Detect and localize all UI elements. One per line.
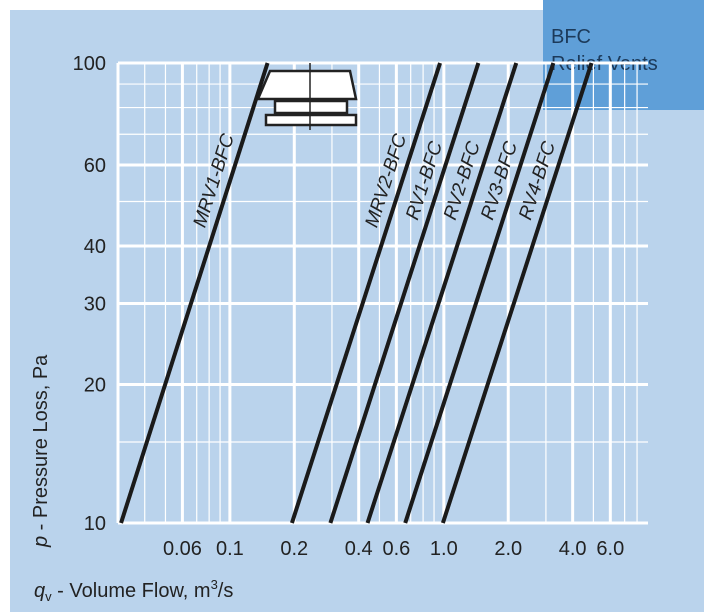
series-line <box>440 62 594 524</box>
relief-vent-icon <box>256 63 358 130</box>
series-line <box>403 62 556 524</box>
x-tick-label: 0.4 <box>345 538 373 560</box>
x-tick-label: 0.1 <box>216 538 244 560</box>
y-axis-symbol: p <box>30 536 52 548</box>
chart-title-line-1: BFC <box>551 26 591 48</box>
y-tick-label: 100 <box>73 53 106 75</box>
x-axis-label: qv - Volume Flow, m3/s <box>34 577 233 604</box>
y-axis-label: p - Pressure Loss, Pa <box>30 354 52 548</box>
y-axis-text: - Pressure Loss, Pa <box>30 354 52 536</box>
y-tick-label: 20 <box>84 375 106 397</box>
x-tick-label: 2.0 <box>494 538 522 560</box>
series-line <box>328 62 481 524</box>
y-tick-label: 30 <box>84 294 106 316</box>
series-line <box>119 62 270 524</box>
y-tick-label: 40 <box>84 236 106 258</box>
series-line <box>365 62 519 524</box>
x-axis-text: - Volume Flow, m <box>52 580 211 602</box>
x-axis-subscript: v <box>45 589 52 604</box>
title-box: BFC Relief Vents <box>543 0 704 110</box>
series-line <box>290 62 442 524</box>
x-tick-label: 0.6 <box>382 538 410 560</box>
x-axis-tail: /s <box>218 580 234 602</box>
x-tick-label: 0.2 <box>280 538 308 560</box>
y-tick-label: 60 <box>84 155 106 177</box>
x-tick-label: 4.0 <box>559 538 587 560</box>
x-axis-symbol: q <box>34 580 45 602</box>
x-tick-label: 6.0 <box>596 538 624 560</box>
y-tick-label: 10 <box>84 513 106 535</box>
x-tick-label: 1.0 <box>430 538 458 560</box>
series <box>119 62 594 524</box>
x-tick-label: 0.06 <box>163 538 202 560</box>
x-axis-superscript: 3 <box>211 577 218 592</box>
labels: 0.06 0.1 0.2 0.4 0.6 1.0 2.0 4.0 6.0 10 20 30 40 60 10… <box>73 53 625 560</box>
